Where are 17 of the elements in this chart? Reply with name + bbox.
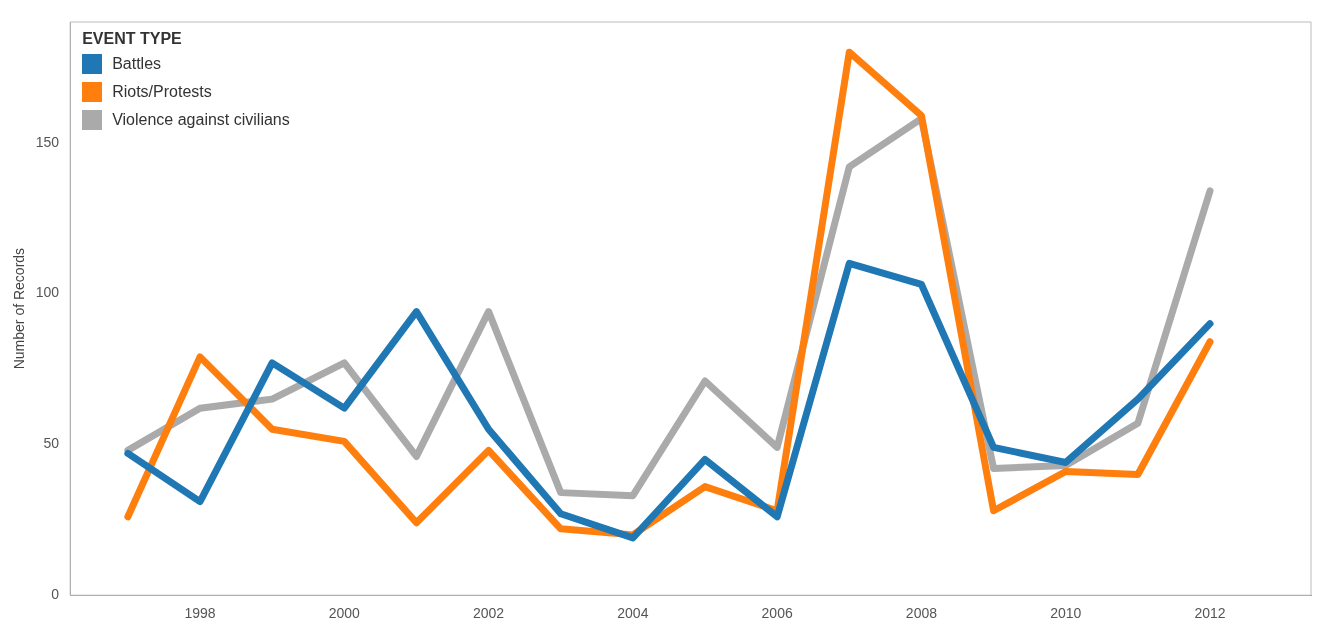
x-tick-label: 1998 <box>184 605 216 622</box>
legend-title: EVENT TYPE <box>82 30 183 48</box>
y-tick-label: 0 <box>51 586 60 603</box>
x-tick-label: 2002 <box>473 605 505 622</box>
legend-label: Violence against civilians <box>112 111 290 129</box>
legend-label: Riots/Protests <box>112 83 212 101</box>
x-tick-label: 2008 <box>905 605 938 622</box>
legend-label: Battles <box>112 55 162 73</box>
x-tick-label: 2006 <box>761 605 793 622</box>
x-tick-label: 2004 <box>617 605 649 622</box>
x-tick-label: 2012 <box>1194 605 1226 622</box>
y-tick-label: 100 <box>35 284 60 301</box>
y-tick-label: 150 <box>35 133 60 150</box>
x-tick-label: 2010 <box>1050 605 1082 622</box>
x-tick-label: 2000 <box>328 605 361 622</box>
y-axis-title: Number of Records <box>11 247 28 370</box>
y-tick-label: 50 <box>43 435 60 452</box>
